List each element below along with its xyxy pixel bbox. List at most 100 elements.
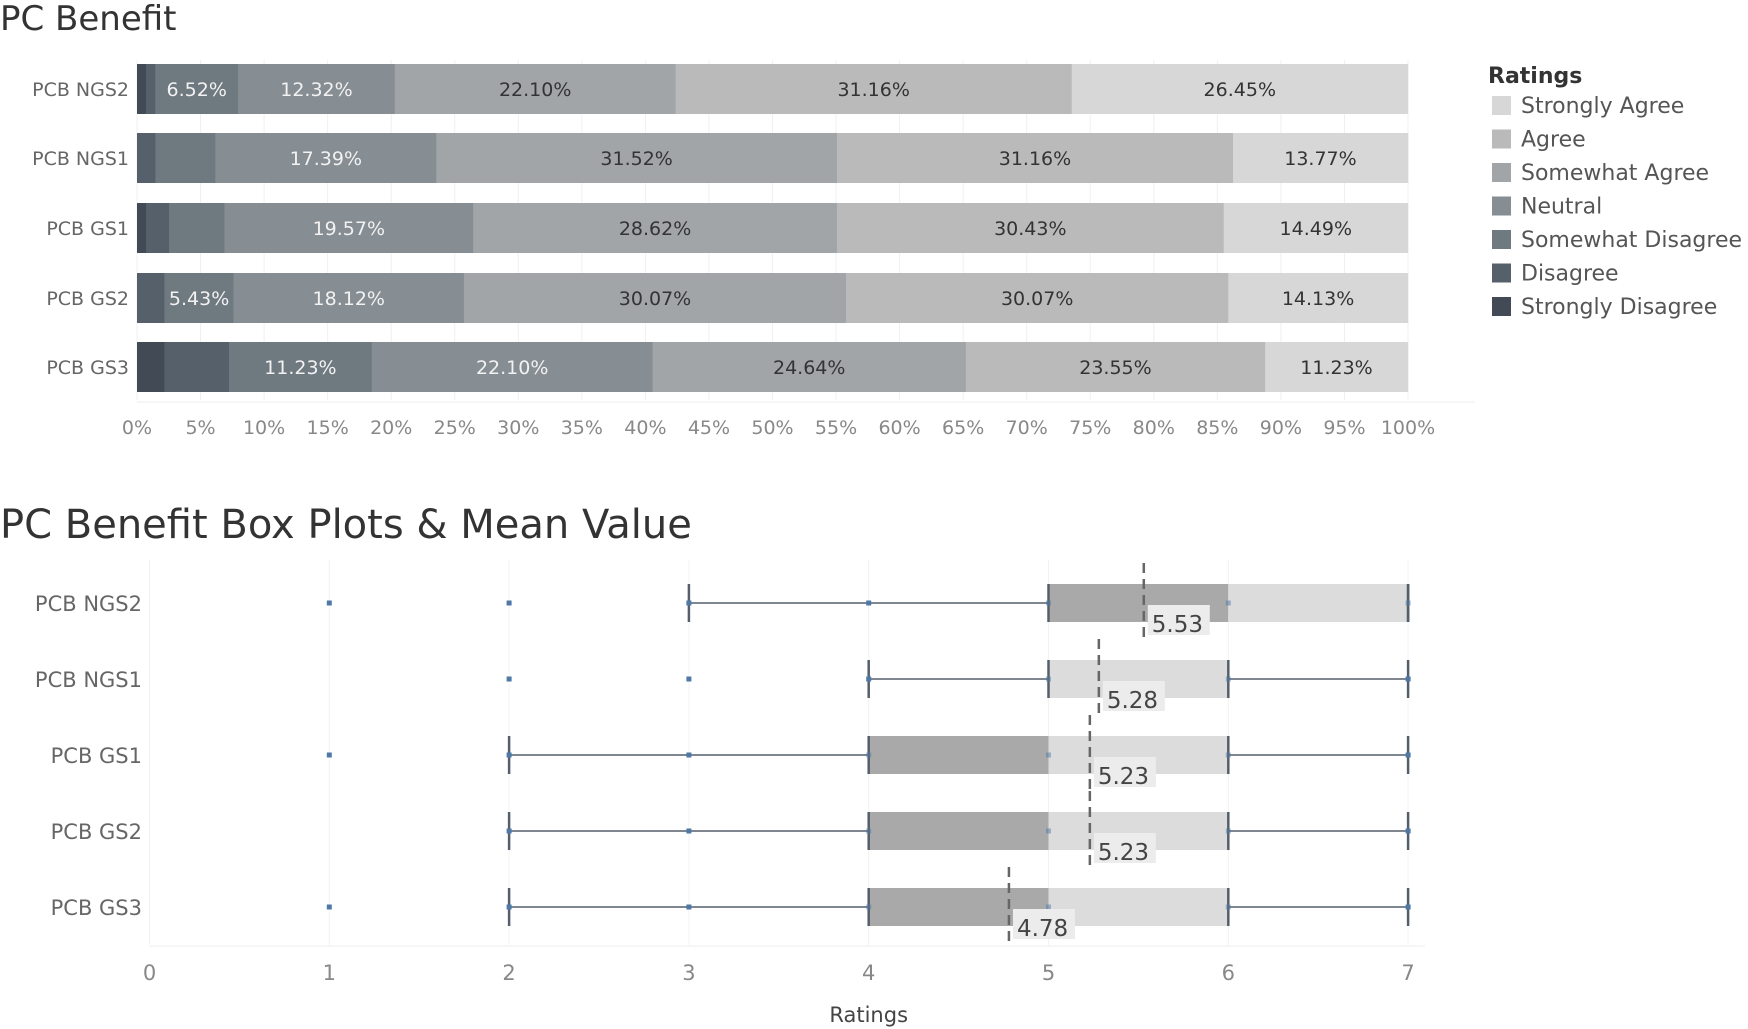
legend-label: Neutral [1521,195,1602,220]
data-label: 22.10% [476,357,548,379]
x-tick-label: 2 [502,961,515,985]
x-tick-label: 100% [1381,417,1435,439]
data-point [1405,828,1411,834]
bar-segment [473,203,838,253]
bar-segment [238,64,396,114]
bar-segment [1223,203,1409,253]
data-point [1405,600,1411,606]
data-label: 11.23% [264,357,336,379]
data-point [686,904,692,910]
bar-segment [137,273,165,323]
data-point [866,600,872,606]
data-label: 30.07% [1001,288,1073,310]
legend-label: Somewhat Agree [1521,161,1709,186]
data-label: 6.52% [167,79,227,101]
data-label: 19.57% [313,218,385,240]
data-point [506,752,512,758]
mean-label: 5.28 [1107,688,1158,714]
data-point [1225,828,1231,834]
data-label: 14.13% [1282,288,1354,310]
chart-title: PC Benefit Box Plots & Mean Value [0,502,692,548]
legend-swatch [1492,263,1511,283]
data-label: 31.16% [837,79,909,101]
row-label: PCB NGS1 [35,668,142,692]
data-point [506,676,512,682]
x-tick-label: 3 [682,961,695,985]
data-point [326,600,332,606]
data-point [866,676,872,682]
legend-label: Strongly Disagree [1521,295,1717,320]
legend-label: Disagree [1521,262,1619,287]
chart-title: PC Benefit [0,0,177,39]
data-label: 30.43% [994,218,1066,240]
bar-segment [1265,342,1409,392]
box-upper [1228,584,1409,622]
mean-label: 5.23 [1098,764,1149,790]
bar-segment [836,133,1234,183]
data-point [506,600,512,606]
legend-swatch [1492,230,1511,249]
data-point [866,752,872,758]
bar-segment [233,273,465,323]
mean-label-bg [1093,833,1156,863]
row-label: PCB GS2 [51,820,142,844]
legend-label: Somewhat Disagree [1521,228,1742,253]
x-tick-label: 20% [370,417,412,439]
bar-segment [137,342,165,392]
legend-swatch [1492,129,1511,149]
mean-label: 4.78 [1017,916,1068,942]
mean-label-bg [1147,605,1210,635]
data-point [1046,828,1051,834]
x-tick-label: 50% [751,417,793,439]
data-point [1225,904,1231,910]
x-tick-label: 0 [143,961,156,985]
data-label: 11.23% [1300,357,1372,379]
x-tick-label: 95% [1323,417,1365,439]
data-label: 28.62% [619,218,691,240]
x-tick-label: 70% [1006,417,1048,439]
data-point [1046,752,1051,758]
bar-segment [164,273,234,323]
bar-segment [394,64,676,114]
bar-segment [137,64,147,114]
data-point [686,828,692,834]
data-point [1225,752,1231,758]
mean-label: 5.53 [1152,612,1203,638]
data-label: 24.64% [773,357,845,379]
mean-label: 5.23 [1098,840,1149,866]
data-point [506,828,512,834]
x-tick-label: 5 [1042,961,1055,985]
legend-label: Strongly Agree [1521,94,1684,119]
bar-segment [224,203,474,253]
data-label: 13.77% [1284,148,1356,170]
bar-segment [146,64,156,114]
data-label: 23.55% [1079,357,1151,379]
data-label: 18.12% [313,288,385,310]
data-point [1225,676,1231,682]
bar-segment [1232,133,1409,183]
data-label: 30.07% [619,288,691,310]
data-point [686,676,692,682]
x-tick-label: 1 [323,961,336,985]
x-tick-label: 25% [434,417,476,439]
row-label: PCB GS1 [46,218,129,240]
bar-segment [846,273,1229,323]
mean-label-bg [1012,909,1075,939]
legend-swatch [1492,163,1511,182]
data-point [686,600,692,606]
data-label: 5.43% [169,288,229,310]
data-label: 22.10% [499,79,571,101]
data-label: 17.39% [290,148,362,170]
bar-segment [229,342,373,392]
box-lower [868,812,1049,850]
data-label: 12.32% [280,79,352,101]
x-tick-label: 7 [1401,961,1414,985]
bar-segment [164,342,230,392]
x-tick-label: 0% [122,417,152,439]
x-tick-label: 10% [243,417,285,439]
data-point [1046,904,1051,910]
bar-segment [155,64,239,114]
legend-swatch [1492,196,1511,216]
